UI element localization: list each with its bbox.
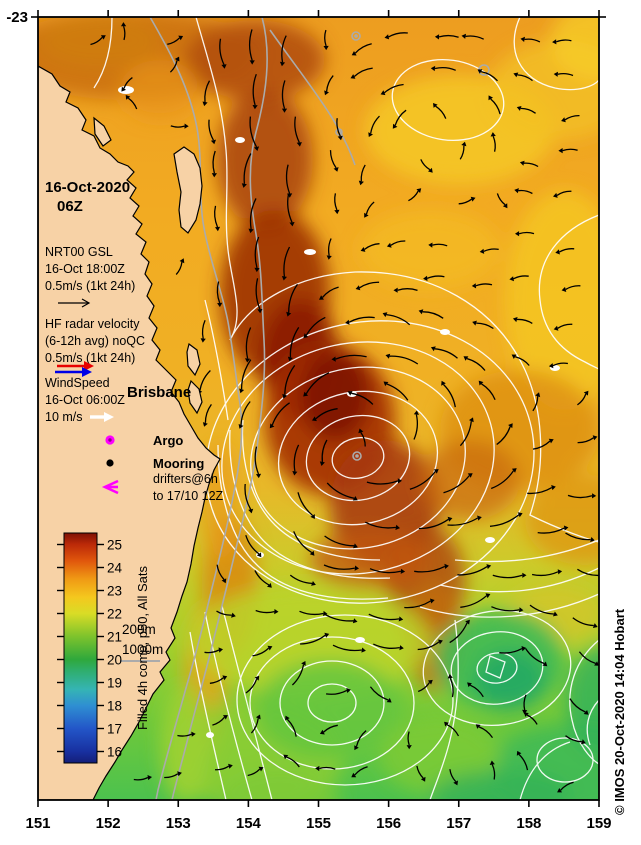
isobath-1000m-label: 1000m — [122, 642, 163, 657]
mooring-legend-icon — [106, 459, 114, 467]
gsl-legend-line3: 0.5m/s (1kt 24h) — [45, 279, 135, 293]
x-tick-label: 151 — [25, 815, 50, 832]
wind-legend-line2: 16-Oct 06:00Z — [45, 393, 125, 407]
hf-legend-line1: HF radar velocity — [45, 317, 140, 331]
colorbar-tick-label: 24 — [107, 561, 123, 576]
x-tick-label: 157 — [446, 815, 471, 832]
x-tick-label: 158 — [516, 815, 541, 832]
isobath-200m-label: 200m — [122, 622, 156, 637]
drifter-legend-line2: to 17/10 12Z — [153, 489, 224, 503]
colorbar-ticks: 16 17 18 19 20 21 22 23 24 25 — [57, 538, 123, 760]
gsl-legend-line2: 16-Oct 18:00Z — [45, 262, 125, 276]
x-tick-label: 156 — [376, 815, 401, 832]
colorbar-tick-label: 22 — [107, 607, 122, 622]
island-curtis — [93, 116, 112, 147]
wind-legend-line1: WindSpeed — [45, 376, 110, 390]
x-tick-label: 159 — [586, 815, 611, 832]
hf-legend-line3: 0.5m/s (1kt 24h) — [45, 351, 135, 365]
axis-ticks: 151152153154155156157158159-23-24-25-26-… — [6, 9, 611, 832]
colorbar-tick-label: 19 — [107, 676, 122, 691]
colorbar-tick-label: 23 — [107, 584, 122, 599]
drifter-legend-line1: drifters@6h — [153, 472, 218, 486]
bathymetry-contours — [149, 17, 490, 800]
wind-arrow-icon — [90, 412, 114, 422]
island-fraser — [173, 146, 203, 234]
x-tick-label: 153 — [166, 815, 191, 832]
colorbar-gradient — [63, 532, 98, 764]
credit-text: © IMOS 20-Oct-2020 14:04 Hobart — [612, 608, 627, 815]
current-vectors — [90, 22, 599, 793]
island-stradbroke — [187, 379, 203, 415]
x-tick-label: 154 — [236, 815, 262, 832]
y-tick-label: -23 — [6, 9, 28, 26]
colorbar-tick-label: 21 — [107, 630, 122, 645]
hf-legend-line2: (6-12h avg) noQC — [45, 334, 145, 348]
city-label: Brisbane — [127, 384, 191, 401]
x-tick-label: 155 — [306, 815, 331, 832]
x-tick-label: 152 — [96, 815, 121, 832]
map-date: 16-Oct-2020 — [45, 179, 130, 196]
map-legend: 16-Oct-2020 06Z NRT00 GSL 16-Oct 18:00Z … — [45, 179, 224, 662]
colorbar-tick-label: 18 — [107, 699, 122, 714]
colorbar-tick-label: 16 — [107, 745, 122, 760]
gsl-arrow-icon — [58, 298, 91, 308]
argo-legend-icon — [105, 435, 115, 445]
hf-arrow-icon — [55, 361, 94, 377]
argo-legend-label: Argo — [153, 433, 183, 448]
map-hour: 06Z — [57, 198, 83, 215]
wind-legend-line3: 10 m/s — [45, 410, 83, 424]
colorbar-title: Filled 4h comp, p50, All Sats — [135, 565, 150, 730]
colorbar-tick-label: 17 — [107, 722, 122, 737]
ssh-contours — [93, 17, 599, 800]
drifter-legend-icon — [101, 479, 119, 495]
colorbar-tick-label: 25 — [107, 538, 122, 553]
colorbar: 16 17 18 19 20 21 22 23 24 25 Filled 4h comp, p50… — [57, 532, 150, 764]
colorbar-tick-label: 20 — [107, 653, 122, 668]
island-moreton — [186, 342, 201, 377]
mooring-legend-label: Mooring — [153, 456, 204, 471]
gsl-legend-line1: NRT00 GSL — [45, 245, 113, 259]
